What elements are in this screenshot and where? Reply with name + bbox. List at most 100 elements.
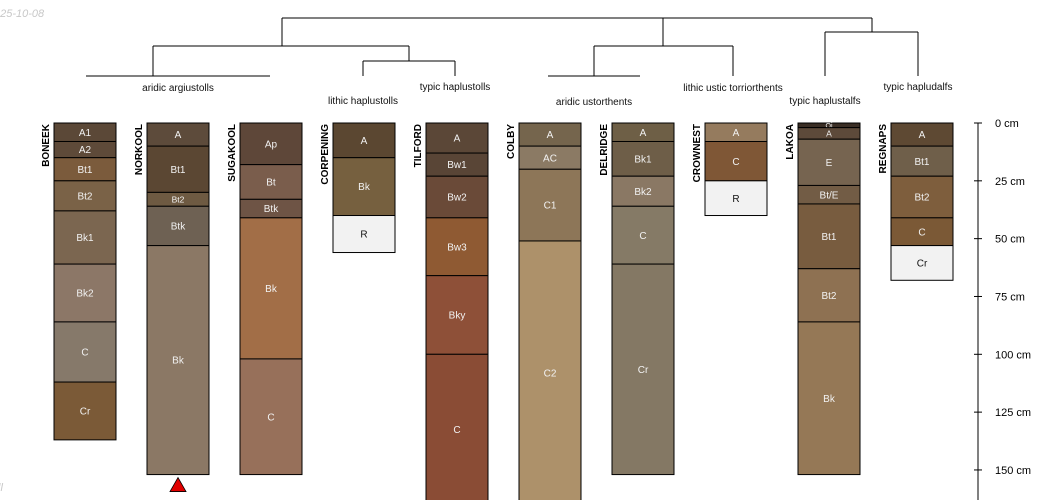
profile-norkool: A Bt1 Bt2 Btk Bk NORKOOL <box>134 122 210 492</box>
horizon <box>518 240 582 500</box>
profile-name: TILFORD <box>413 124 424 167</box>
horizon-label: Bt1 <box>821 232 836 243</box>
horizon-label: A <box>919 130 926 141</box>
group-label: typic hapludalfs <box>884 82 953 93</box>
horizon-label: A <box>547 130 554 141</box>
profile-name: SUGAKOOL <box>227 124 238 182</box>
horizon-label: Bt1 <box>170 165 185 176</box>
horizon <box>239 217 303 360</box>
profile-tilford: A Bw1 Bw2 Bw3 Bky C TILFORD <box>413 122 489 500</box>
profile-sugakool: Ap Bt Btk Bk C SUGAKOOL <box>227 122 303 476</box>
profile-name: COLBY <box>506 124 517 159</box>
horizon-label: Bk <box>265 284 278 295</box>
horizon <box>425 122 489 154</box>
horizon-label: Bt2 <box>821 291 836 302</box>
horizon-label: Bt1 <box>77 165 92 176</box>
profile-delridge: A Bk1 Bk2 C Cr DELRIDGE <box>599 122 675 476</box>
horizon <box>890 175 954 219</box>
horizon <box>518 168 582 242</box>
horizon <box>239 164 303 200</box>
horizon-label: A <box>640 128 647 139</box>
horizon-label: A <box>175 130 182 141</box>
profile-crownest: A C R CROWNEST <box>692 122 768 217</box>
horizon <box>146 205 210 247</box>
depth-tick-label: 125 cm <box>995 407 1031 419</box>
horizon-label: C1 <box>544 201 557 212</box>
horizon-label: Bt2 <box>77 191 92 202</box>
horizon-label: Cr <box>638 365 649 376</box>
depth-tick-label: 150 cm <box>995 465 1031 477</box>
horizon-label: Bk2 <box>76 289 94 300</box>
profile-name: BONEEK <box>41 123 52 167</box>
horizon <box>611 205 675 265</box>
profile-name: CORPENING <box>320 124 331 185</box>
depth-tick-label: 75 cm <box>995 291 1025 303</box>
horizon <box>332 215 396 254</box>
horizon-label: Btk <box>171 222 186 233</box>
horizon-label: Bk1 <box>76 233 94 244</box>
depth-tick-label: 100 cm <box>995 349 1031 361</box>
horizon <box>53 180 117 212</box>
horizon <box>797 268 861 323</box>
horizon-label: A <box>733 128 740 139</box>
horizon <box>146 245 210 476</box>
corner-text: ll <box>0 482 3 494</box>
horizon-label: AC <box>543 153 557 164</box>
horizon-label: Bw2 <box>447 193 467 204</box>
horizon-label: R <box>360 230 367 241</box>
horizon-label: Ap <box>265 139 278 150</box>
horizon <box>797 138 861 186</box>
group-label: lithic haplustolls <box>328 96 398 107</box>
horizon-label: Bk <box>358 182 371 193</box>
horizon-label: Bt <box>266 178 276 189</box>
horizon-label: C <box>267 412 274 423</box>
horizon <box>890 245 954 281</box>
horizon <box>425 217 489 277</box>
profile-lakoa: OiA E Bt/E Bt1 Bt2 Bk LAKOA <box>785 122 861 476</box>
horizon <box>239 358 303 476</box>
horizon-label: Cr <box>917 259 928 270</box>
depth-tick-label: 50 cm <box>995 234 1025 246</box>
horizon <box>425 175 489 219</box>
profile-name: LAKOA <box>785 124 796 160</box>
horizon-label: Bw3 <box>447 242 467 253</box>
group-label: aridic ustorthents <box>556 97 632 108</box>
horizon-label: Bt2 <box>914 193 929 204</box>
profile-name: DELRIDGE <box>599 124 610 176</box>
depth-tick-label: 25 cm <box>995 176 1025 188</box>
horizon-label: C <box>81 348 88 359</box>
profile-colby: A AC C1 C2 COLBY <box>506 122 582 500</box>
profile-name: NORKOOL <box>134 124 145 175</box>
horizon-label: Btk <box>264 204 279 215</box>
group-label: aridic argiustolls <box>142 83 214 94</box>
horizon <box>332 157 396 217</box>
horizon <box>611 141 675 177</box>
horizon-label: Bk1 <box>634 154 652 165</box>
horizon-label: Bt1 <box>914 157 929 168</box>
horizon-label: A <box>361 136 368 147</box>
horizon-label: C <box>639 231 646 242</box>
horizon-label: Bk2 <box>634 187 652 198</box>
horizon-label: C2 <box>544 368 557 379</box>
profile-name: REGNAPS <box>878 124 889 174</box>
horizon <box>332 122 396 159</box>
horizon <box>53 321 117 383</box>
horizon <box>53 381 117 441</box>
horizon-label: R <box>732 194 739 205</box>
depth-tick-label: 0 cm <box>995 118 1019 130</box>
horizon <box>425 353 489 500</box>
horizon <box>797 203 861 270</box>
profile-regnaps: A Bt1 Bt2 C Cr REGNAPS <box>878 122 954 281</box>
horizon-label: A2 <box>79 145 92 156</box>
group-label: typic haplustolls <box>420 82 491 93</box>
horizon-label: Bk <box>172 356 185 367</box>
horizon-label: C <box>453 425 460 436</box>
horizon <box>239 122 303 166</box>
horizon-label: E <box>826 158 833 169</box>
bottom-marker <box>169 476 187 492</box>
horizon-label: Bky <box>449 311 466 322</box>
horizon-label: Cr <box>80 407 91 418</box>
profile-name: CROWNEST <box>692 124 703 182</box>
horizon-label: Bw1 <box>447 160 467 171</box>
